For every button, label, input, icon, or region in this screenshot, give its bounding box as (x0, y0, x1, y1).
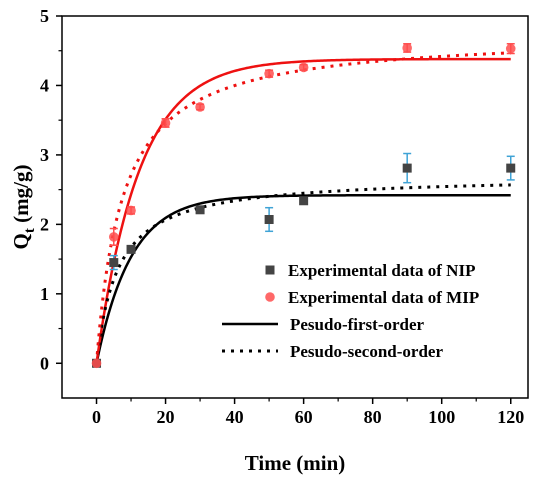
data-point-nip (126, 244, 136, 254)
data-point-mip (264, 68, 274, 79)
data-point-mip (126, 205, 136, 216)
y-axis-title-unit: (mg/g) (9, 165, 33, 229)
x-tick-label: 40 (226, 407, 244, 427)
data-point-mip (160, 118, 171, 128)
x-tick-label: 0 (92, 407, 101, 427)
fit-curve-second-order-0 (95, 183, 511, 364)
data-point-nip (299, 196, 309, 206)
legend-label: Experimental data of NIP (288, 261, 475, 280)
data-point-mip (91, 358, 102, 369)
x-tick-label: 120 (497, 407, 524, 427)
y-tick-label: 0 (40, 353, 49, 373)
y-tick-label: 5 (40, 6, 49, 26)
y-axis-title-main: Q (9, 233, 33, 249)
y-tick-label: 2 (40, 214, 49, 234)
data-point-nip (506, 163, 516, 173)
plot-area (91, 43, 516, 369)
x-tick-label: 20 (157, 407, 175, 427)
x-axis-title: Time (min) (245, 451, 346, 475)
y-tick-label: 1 (40, 284, 49, 304)
legend-label: Experimental data of MIP (288, 288, 479, 307)
data-point-mip (505, 43, 516, 54)
fit-curve-first-order-0 (95, 193, 511, 364)
legend-marker-nip (265, 265, 275, 275)
data-point-nip (109, 258, 119, 268)
x-tick-label: 60 (295, 407, 313, 427)
axes: 0 20 40 60 80 100 120 0 1 2 3 4 5 (40, 6, 529, 427)
data-point-nip (402, 163, 412, 173)
x-tick-label: 80 (364, 407, 382, 427)
y-tick-label: 3 (40, 145, 49, 165)
data-point-mip (298, 62, 309, 73)
data-point-mip (108, 232, 119, 242)
legend: Experimental data of NIP Experimental dat… (222, 261, 479, 361)
data-point-mip (195, 102, 205, 112)
data-point-mip (402, 43, 412, 53)
x-tick-label: 100 (428, 407, 455, 427)
legend-label: Pesudo-first-order (290, 315, 425, 334)
y-axis-title: Qt (mg/g) (9, 165, 38, 250)
legend-marker-mip (265, 292, 275, 302)
data-point-nip (195, 205, 205, 215)
y-tick-label: 4 (40, 75, 49, 95)
legend-label: Pesudo-second-order (290, 342, 443, 361)
y-axis-title-subscript: t (22, 228, 38, 233)
plot-frame (61, 15, 529, 399)
data-point-nip (264, 215, 274, 225)
